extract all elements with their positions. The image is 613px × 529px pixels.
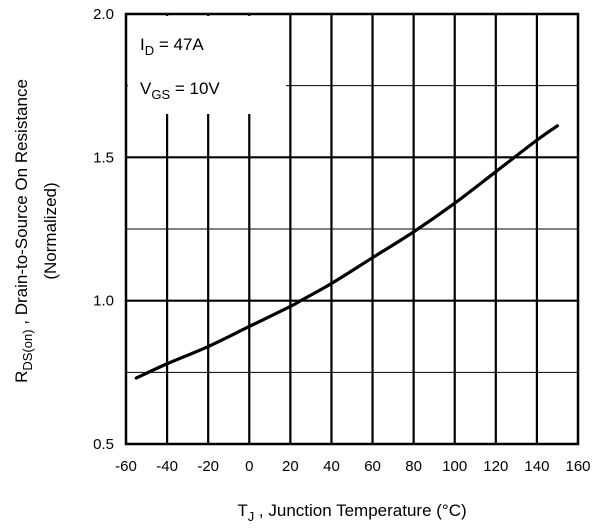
annotation-id-label: ID = 47A [140,35,204,58]
y-tick-label: 1.0 [93,293,114,310]
x-tick-label: -60 [115,458,137,475]
x-tick-label: -20 [197,458,219,475]
y-axis-title-normalized: (Normalized) [41,182,60,279]
y-tick-label: 0.5 [93,436,114,453]
x-tick-label: 160 [565,458,590,475]
plot-border [124,12,580,446]
plot-frame [124,12,580,446]
annotation-vgs-label: VGS = 10V [140,79,220,102]
annotation-background [128,16,286,114]
y-axis-title: RDS(on) , Drain-to-Source On Resistance [12,79,35,383]
x-tick-label: 100 [442,458,467,475]
series-line [134,124,560,380]
x-tick-label: 60 [364,458,381,475]
y-tick-label: 1.5 [93,149,114,166]
x-tick-labels: -60 -40 -20 0 20 40 60 80 100 120 140 160 [115,458,590,475]
x-tick-label: -40 [156,458,178,475]
x-tick-label: 40 [323,458,340,475]
x-tick-label: 120 [483,458,508,475]
x-tick-label: 80 [405,458,422,475]
x-tick-label: 20 [282,458,299,475]
y-tick-labels: 0.5 1.0 1.5 2.0 [93,6,114,453]
annotation: ID = 47A VGS = 10V [128,16,286,114]
x-tick-label: 0 [245,458,253,475]
x-axis-title: TJ , Junction Temperature (°C) [237,501,466,524]
series-layer [134,124,560,380]
x-tick-label: 140 [524,458,549,475]
y-tick-label: 2.0 [93,6,114,23]
